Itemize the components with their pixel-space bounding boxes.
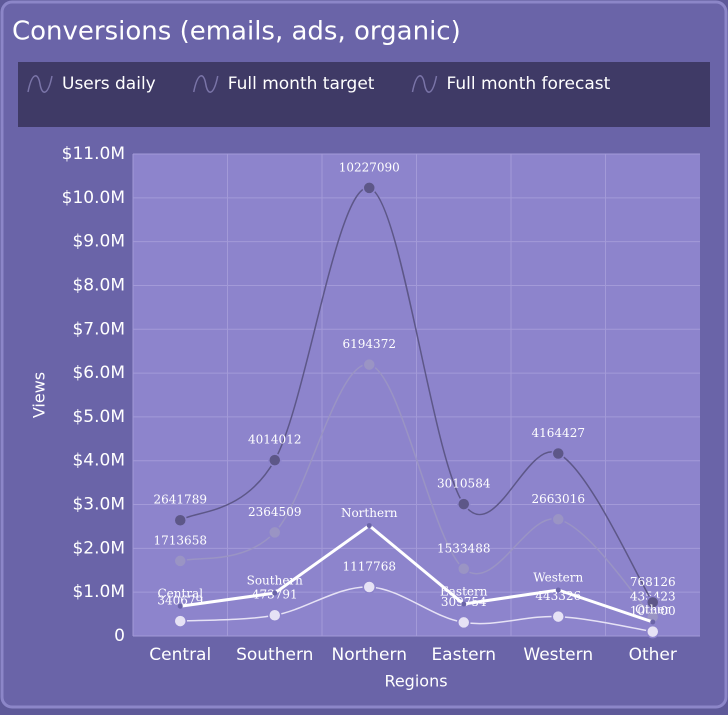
data-label: 6194372: [343, 337, 396, 351]
legend-icon: [27, 75, 53, 93]
y-tick-label: $6.0M: [72, 363, 125, 383]
data-label: 1117768: [343, 560, 396, 574]
point: [362, 580, 376, 594]
data-label: Western: [533, 570, 583, 584]
point: [268, 525, 282, 540]
y-tick-label: $8.0M: [72, 275, 125, 295]
y-tick-label: $3.0M: [72, 495, 125, 515]
point: [551, 512, 565, 527]
x-tick-label: Eastern: [431, 645, 496, 665]
legend-label: Users daily: [62, 74, 156, 94]
point: [457, 497, 471, 511]
point: [646, 595, 660, 610]
point: [272, 590, 278, 596]
data-label: 2641789: [154, 493, 207, 507]
data-label: 1713658: [154, 533, 207, 547]
data-label: Northern: [341, 506, 398, 520]
legend-icon: [192, 75, 219, 93]
data-label: 2663016: [532, 492, 585, 506]
point: [555, 587, 561, 593]
data-label: 4014012: [248, 433, 301, 447]
data-label: Southern: [247, 574, 304, 588]
point: [457, 562, 471, 576]
chart-title: Conversions (emails, ads, organic): [12, 17, 461, 47]
x-tick-label: Southern: [236, 645, 313, 665]
point: [362, 181, 376, 195]
x-tick-label: Northern: [332, 645, 407, 665]
point: [461, 601, 467, 607]
point: [173, 614, 187, 628]
data-label: 2364509: [248, 505, 301, 519]
data-label: 768126: [630, 575, 676, 589]
y-tick-label: $4.0M: [72, 451, 125, 471]
y-tick-label: $10.0M: [62, 188, 125, 208]
y-axis-title: Views: [30, 372, 49, 418]
data-label: 4164427: [532, 426, 585, 440]
data-label: 3010584: [437, 477, 491, 491]
point: [268, 608, 282, 622]
y-tick-label: $1.0M: [72, 582, 125, 602]
point: [173, 554, 187, 568]
legend-box: [18, 62, 710, 127]
point: [551, 609, 565, 624]
data-label: Eastern: [440, 585, 488, 599]
y-tick-label: $7.0M: [72, 319, 125, 339]
y-tick-label: 0: [114, 626, 125, 646]
point: [646, 624, 660, 639]
point: [650, 619, 656, 625]
point: [362, 357, 376, 372]
y-tick-label: $2.0M: [72, 538, 125, 558]
y-tick-label: $9.0M: [72, 232, 125, 252]
y-tick-label: $5.0M: [72, 407, 125, 427]
point: [173, 513, 187, 527]
point: [268, 453, 282, 467]
point: [177, 603, 183, 609]
x-tick-label: Western: [523, 645, 593, 665]
x-tick-label: Central: [149, 645, 211, 665]
data-label: Central: [157, 587, 203, 601]
data-label: 1533488: [437, 541, 490, 555]
point: [551, 446, 565, 461]
data-label: 10227090: [339, 160, 400, 174]
point: [457, 615, 471, 630]
x-axis-title: Regions: [384, 672, 447, 691]
data-label: Other: [635, 602, 670, 616]
y-tick-label: $11.0M: [62, 144, 125, 164]
legend-label: Full month forecast: [446, 74, 610, 94]
legend-icon: [411, 75, 438, 93]
series-line: [180, 523, 654, 624]
legend-label: Full month target: [228, 74, 375, 94]
x-tick-label: Other: [629, 645, 677, 665]
point: [366, 523, 372, 529]
